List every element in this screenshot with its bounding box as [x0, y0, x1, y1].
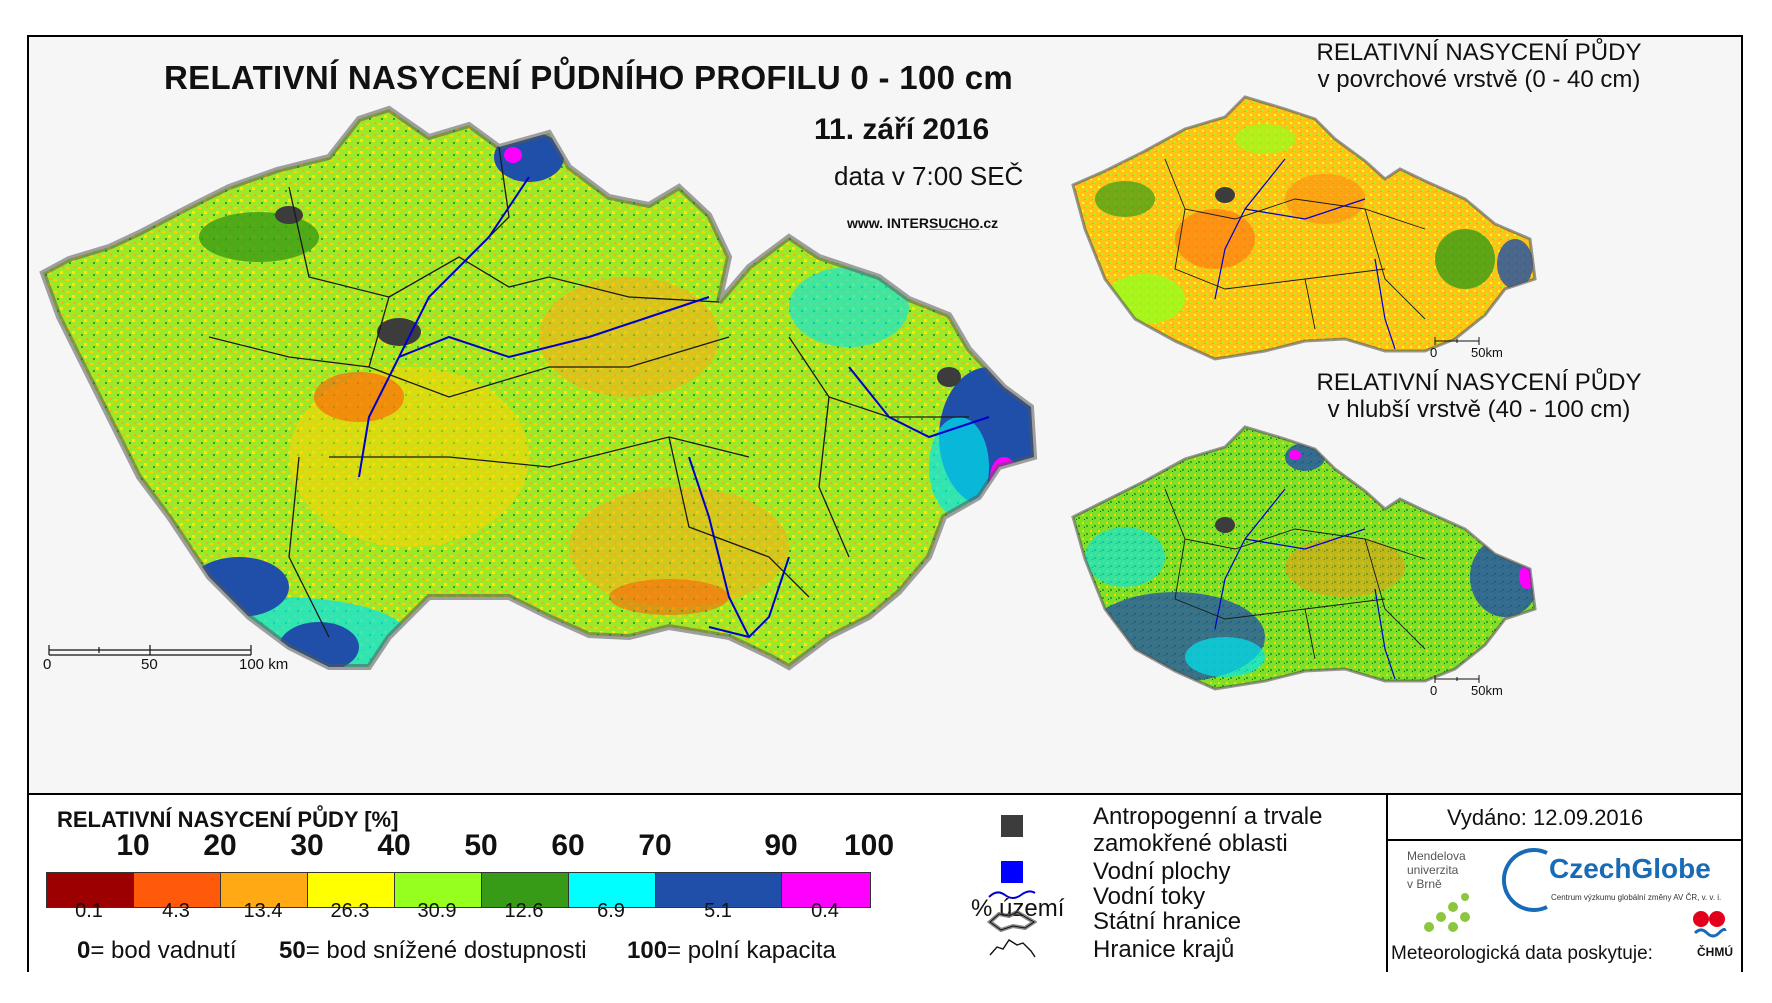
legend-pct: 0.4	[811, 900, 839, 922]
mendel-university-logo-text: Mendelova univerzita v Brně	[1407, 849, 1466, 891]
legend-tick: 40	[377, 829, 411, 862]
legend-pct: 12.6	[504, 900, 544, 922]
legend-pct: 26.3	[330, 900, 370, 922]
meteo-data-credit: Meteorologická data poskytuje:	[1391, 943, 1653, 964]
website-brand: SUCHO	[928, 215, 980, 231]
chmu-logo-icon	[1693, 911, 1727, 938]
legend-tick: 50	[464, 829, 498, 862]
credits-divider	[1386, 839, 1741, 841]
legend-tick: 70	[638, 829, 672, 862]
def-reduced-availability: 50= bod snížené dostupnosti	[279, 937, 587, 965]
main-scale-label-100: 100 km	[239, 656, 289, 673]
deep-scale-label-50: 50km	[1471, 683, 1503, 698]
state-border-icon	[987, 909, 1037, 932]
website-prefix: www. INTER	[847, 215, 929, 231]
mendel-line1: Mendelova	[1407, 849, 1466, 863]
legend-pct: 6.9	[597, 900, 625, 922]
czechglobe-logo-arc-icon	[1502, 848, 1548, 912]
legend-swatch	[569, 873, 656, 907]
mendel-line2: univerzita	[1407, 863, 1459, 877]
anthro-area-line2: zamokřené oblasti	[1093, 830, 1288, 857]
map-frame: RELATIVNÍ NASYCENÍ PŮDNÍHO PROFILU 0 - 1…	[27, 35, 1743, 972]
surface-scale-label-0: 0	[1430, 345, 1438, 360]
legend-pct: 5.1	[704, 900, 732, 922]
main-map-title: RELATIVNÍ NASYCENÍ PŮDNÍHO PROFILU 0 - 1…	[164, 59, 1014, 96]
map-area: RELATIVNÍ NASYCENÍ PŮDNÍHO PROFILU 0 - 1…	[29, 37, 1741, 793]
surface-map-title: RELATIVNÍ NASYCENÍ PŮDY v povrchové vrst…	[1269, 39, 1689, 93]
surface-scale-label-50: 50km	[1471, 345, 1503, 360]
def-0-num: 0	[77, 937, 91, 964]
legend-tick: 90	[764, 829, 798, 862]
legend-tick: 30	[290, 829, 324, 862]
def-50-text: = bod snížené dostupnosti	[305, 937, 587, 964]
legend-pct-unit: % území	[971, 895, 1065, 922]
legend-divider	[1386, 795, 1388, 972]
deep-map-title-line1: RELATIVNÍ NASYCENÍ PŮDY	[1316, 369, 1642, 396]
deep-map-svg	[1071, 425, 1537, 691]
legend-swatch	[395, 873, 482, 907]
issued-date: Vydáno: 12.09.2016	[1447, 805, 1644, 830]
main-scale-label-0: 0	[43, 656, 52, 673]
legend-color-bar	[46, 872, 871, 908]
surface-map-svg	[1071, 95, 1537, 361]
website-suffix: .cz	[979, 215, 999, 231]
legend-pct: 30.9	[417, 900, 457, 922]
surface-map-title-line1: RELATIVNÍ NASYCENÍ PŮDY	[1316, 39, 1642, 66]
mendel-logo-dots-icon	[1424, 893, 1470, 932]
main-map-svg	[39, 105, 1038, 671]
legend-swatch	[308, 873, 395, 907]
surface-scale-bar	[1434, 337, 1480, 345]
legend-pct: 13.4	[243, 900, 283, 922]
water-bodies-label: Vodní plochy	[1093, 858, 1231, 885]
deep-map-title-line2: v hlubší vrstvě (40 - 100 cm)	[1327, 396, 1631, 423]
legend-area: RELATIVNÍ NASYCENÍ PŮDY [%] 10 20 30 40 …	[29, 793, 1741, 972]
legend-tick: 20	[203, 829, 237, 862]
anthro-area-label: Antropogenní a trvale zamokřené oblasti	[1093, 803, 1323, 857]
website-link[interactable]: www. INTERSUCHO.cz	[847, 215, 998, 231]
anthro-area-line1: Antropogenní a trvale	[1093, 803, 1323, 830]
legend-pct: 4.3	[162, 900, 190, 922]
legend-title: RELATIVNÍ NASYCENÍ PŮDY [%]	[57, 807, 399, 832]
legend-tick: 60	[551, 829, 585, 862]
anthro-area-swatch	[1001, 815, 1023, 837]
main-map-date: 11. září 2016	[814, 113, 990, 146]
legend-tick: 10	[116, 829, 150, 862]
legend-swatch	[482, 873, 569, 907]
def-field-capacity: 100= polní kapacita	[627, 937, 836, 965]
surface-map-title-line2: v povrchové vrstvě (0 - 40 cm)	[1317, 66, 1641, 93]
state-border-label: Státní hranice	[1093, 908, 1242, 935]
chmu-label: ČHMÚ	[1697, 945, 1733, 959]
legend-swatch	[656, 873, 782, 907]
region-border-label: Hranice krajů	[1093, 936, 1235, 963]
deep-scale-bar	[1434, 675, 1480, 683]
region-border-icon	[989, 939, 1036, 958]
def-0-text: = bod vadnutí	[90, 937, 237, 964]
water-bodies-swatch	[1001, 861, 1023, 883]
def-50-num: 50	[279, 937, 306, 964]
main-map-time: data v 7:00 SEČ	[834, 161, 1024, 191]
legend-pct: 0.1	[75, 900, 103, 922]
legend-swatch	[47, 873, 134, 907]
legend-tick: 100	[843, 829, 895, 862]
mendel-line3: v Brně	[1407, 877, 1442, 891]
rivers-label: Vodní toky	[1093, 883, 1206, 910]
legend-swatch	[221, 873, 308, 907]
czechglobe-logo-text: CzechGlobe	[1549, 853, 1711, 884]
legend-swatch	[134, 873, 221, 907]
czechglobe-subtitle: Centrum výzkumu globální změny AV ČR, v.…	[1551, 893, 1722, 902]
def-100-num: 100	[627, 937, 668, 964]
deep-scale-label-0: 0	[1430, 683, 1438, 698]
legend-swatch	[782, 873, 870, 907]
deep-map-title: RELATIVNÍ NASYCENÍ PŮDY v hlubší vrstvě …	[1269, 369, 1689, 423]
main-scale-label-50: 50	[141, 656, 158, 673]
river-line-icon	[988, 890, 1036, 899]
def-wilting-point: 0= bod vadnutí	[77, 937, 236, 965]
def-100-text: = polní kapacita	[667, 937, 836, 964]
